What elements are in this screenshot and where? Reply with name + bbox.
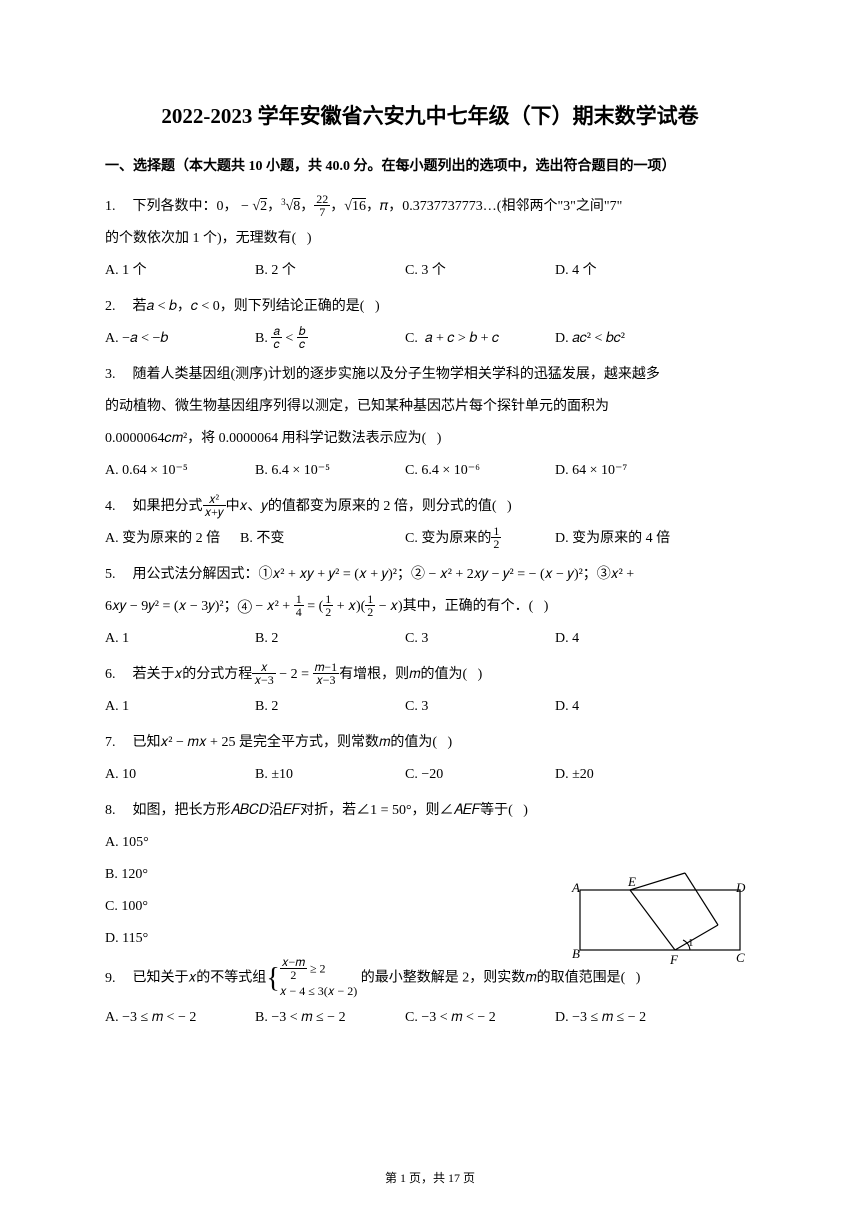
q8-text: 如图，把长方形𝐴𝐵𝐶𝐷沿𝐸𝐹对折，若∠1 = 50°，则∠𝐴𝐸𝐹等于( ) [133, 803, 528, 818]
q4-opt-b: B. 不变 [240, 525, 405, 553]
q6-options: A. 1 B. 2 C. 3 D. 4 [105, 693, 755, 721]
q2-options: A. −𝑎 < −𝑏 B. 𝑎𝑐 < 𝑏𝑐 C. 𝑎 + 𝑐 > 𝑏 + 𝑐 D… [105, 325, 755, 353]
q1-text-2: ，0.3737737773…(相邻两个"3"之间"7" [388, 199, 622, 214]
q1-opt-c: C. 3 个 [405, 257, 555, 285]
q2-opt-c: C. 𝑎 + 𝑐 > 𝑏 + 𝑐 [405, 325, 555, 353]
q2-opt-b: B. 𝑎𝑐 < 𝑏𝑐 [255, 325, 405, 353]
q5-l2-2: = ( [304, 599, 324, 614]
label-d: D [735, 880, 746, 895]
q6-t1: 若关于𝑥的分式方程 [133, 667, 253, 682]
q9-opt-b: B. −3 < 𝑚 ≤ − 2 [255, 1004, 405, 1032]
question-6: 6. 若关于𝑥的分式方程𝑥𝑥−3 − 2 = 𝑚−1𝑥−3有增根，则𝑚的值为( … [105, 661, 755, 689]
q6-opt-b: B. 2 [255, 693, 405, 721]
q7-opt-a: A. 10 [105, 761, 255, 789]
q7-opt-c: C. −20 [405, 761, 555, 789]
q2-text: 若𝑎 < 𝑏，𝑐 < 0，则下列结论正确的是( ) [133, 299, 380, 314]
q7-text: 已知𝑥² − 𝑚𝑥 + 25 是完全平方式，则常数𝑚的值为( ) [133, 735, 453, 750]
q8-opt-a: A. 105° [105, 829, 755, 857]
q2-opt-a: A. −𝑎 < −𝑏 [105, 325, 255, 353]
q4-opt-c: C. 变为原来的12 [405, 525, 555, 553]
q3-opt-b: B. 6.4 × 10⁻⁵ [255, 457, 405, 485]
q1-text-1: 下列各数中：0， [133, 199, 238, 214]
q9-opt-d: D. −3 ≤ 𝑚 ≤ − 2 [555, 1004, 705, 1032]
q6-opt-a: A. 1 [105, 693, 255, 721]
label-b: B [572, 946, 580, 961]
question-1: 1. 下列各数中：0， − √2，3√8，227，√16，𝜋，0.3737737… [105, 193, 755, 221]
label-a: A [571, 880, 580, 895]
page-title: 2022-2023 学年安徽省六安九中七年级（下）期末数学试卷 [105, 100, 755, 130]
q5-options: A. 1 B. 2 C. 3 D. 4 [105, 625, 755, 653]
q1-opt-a: A. 1 个 [105, 257, 255, 285]
q4-opt-d: D. 变为原来的 4 倍 [555, 525, 705, 553]
q7-opt-d: D. ±20 [555, 761, 705, 789]
q1-options: A. 1 个 B. 2 个 C. 3 个 D. 4 个 [105, 257, 755, 285]
q2-opt-d: D. 𝑎𝑐² < 𝑏𝑐² [555, 325, 705, 353]
q4-options: A. 变为原来的 2 倍 B. 不变 C. 变为原来的12 D. 变为原来的 4… [105, 525, 755, 553]
section-header: 一、选择题（本大题共 10 小题，共 40.0 分。在每小题列出的选项中，选出符… [105, 156, 755, 177]
q6-opt-c: C. 3 [405, 693, 555, 721]
question-3-line3: 0.0000064𝑐𝑚²，将 0.0000064 用科学记数法表示应为( ) [105, 425, 755, 453]
q5-opt-d: D. 4 [555, 625, 705, 653]
question-5: 5. 用公式法分解因式：①𝑥² + 𝑥𝑦 + 𝑦² = (𝑥 + 𝑦)²；② −… [105, 561, 755, 589]
q9-options: A. −3 ≤ 𝑚 < − 2 B. −3 < 𝑚 ≤ − 2 C. −3 < … [105, 1004, 755, 1032]
question-5-line2: 6𝑥𝑦 − 9𝑦² = (𝑥 − 3𝑦)²；④ − 𝑥² + 14 = (12 … [105, 593, 755, 621]
q6-t3: 有增根，则𝑚的值为( ) [339, 667, 482, 682]
q4-text-2: 中𝑥、𝑦的值都变为原来的 2 倍，则分式的值( ) [226, 499, 512, 514]
q5-line1: 用公式法分解因式：①𝑥² + 𝑥𝑦 + 𝑦² = (𝑥 + 𝑦)²；② − 𝑥²… [133, 567, 635, 582]
page-footer: 第 1 页，共 17 页 [0, 1169, 860, 1186]
label-1: 1 [688, 937, 694, 949]
q5-opt-a: A. 1 [105, 625, 255, 653]
q5-l2-1: 6𝑥𝑦 − 9𝑦² = (𝑥 − 3𝑦)²；④ − 𝑥² + [105, 599, 294, 614]
q4-opt-a: A. 变为原来的 2 倍 [105, 525, 240, 553]
q1-opt-b: B. 2 个 [255, 257, 405, 285]
q7-opt-b: B. ±10 [255, 761, 405, 789]
q3-opt-c: C. 6.4 × 10⁻⁶ [405, 457, 555, 485]
q1-math: − √2，3√8，227，√16，𝜋 [241, 199, 388, 214]
question-3: 3. 随着人类基因组(测序)计划的逐步实施以及分子生物学相关学科的迅猛发展，越来… [105, 361, 755, 389]
q8-figure: A B C D E F 1 [570, 870, 750, 970]
question-3-line2: 的动植物、微生物基因组序列得以测定，已知某种基因芯片每个探针单元的面积为 [105, 393, 755, 421]
q1-opt-d: D. 4 个 [555, 257, 705, 285]
label-e: E [627, 874, 636, 889]
q3-options: A. 0.64 × 10⁻⁵ B. 6.4 × 10⁻⁵ C. 6.4 × 10… [105, 457, 755, 485]
q5-l2-4: − 𝑥)其中，正确的有个．( ) [375, 599, 548, 614]
q5-opt-c: C. 3 [405, 625, 555, 653]
q3-opt-a: A. 0.64 × 10⁻⁵ [105, 457, 255, 485]
question-8: 8. 如图，把长方形𝐴𝐵𝐶𝐷沿𝐸𝐹对折，若∠1 = 50°，则∠𝐴𝐸𝐹等于( ) [105, 797, 755, 825]
question-2: 2. 若𝑎 < 𝑏，𝑐 < 0，则下列结论正确的是( ) [105, 293, 755, 321]
question-7: 7. 已知𝑥² − 𝑚𝑥 + 25 是完全平方式，则常数𝑚的值为( ) [105, 729, 755, 757]
q7-options: A. 10 B. ±10 C. −20 D. ±20 [105, 761, 755, 789]
q6-t2: − 2 = [276, 667, 313, 682]
q6-opt-d: D. 4 [555, 693, 705, 721]
q9-t1: 已知关于𝑥的不等式组 [133, 971, 267, 986]
label-c: C [736, 950, 745, 965]
question-4: 4. 如果把分式𝑥²𝑥+𝑦中𝑥、𝑦的值都变为原来的 2 倍，则分式的值( ) [105, 493, 755, 521]
q5-l2-3: + 𝑥)( [333, 599, 365, 614]
q3-line1: 随着人类基因组(测序)计划的逐步实施以及分子生物学相关学科的迅猛发展，越来越多 [133, 367, 660, 382]
q9-opt-a: A. −3 ≤ 𝑚 < − 2 [105, 1004, 255, 1032]
q9-t2: 的最小整数解是 2，则实数𝑚的取值范围是( ) [361, 971, 641, 986]
q4-text-1: 如果把分式 [133, 499, 203, 514]
q9-opt-c: C. −3 < 𝑚 < − 2 [405, 1004, 555, 1032]
question-1-line2: 的个数依次加 1 个)，无理数有( ) [105, 225, 755, 253]
label-f: F [669, 952, 679, 967]
q5-opt-b: B. 2 [255, 625, 405, 653]
q3-opt-d: D. 64 × 10⁻⁷ [555, 457, 705, 485]
